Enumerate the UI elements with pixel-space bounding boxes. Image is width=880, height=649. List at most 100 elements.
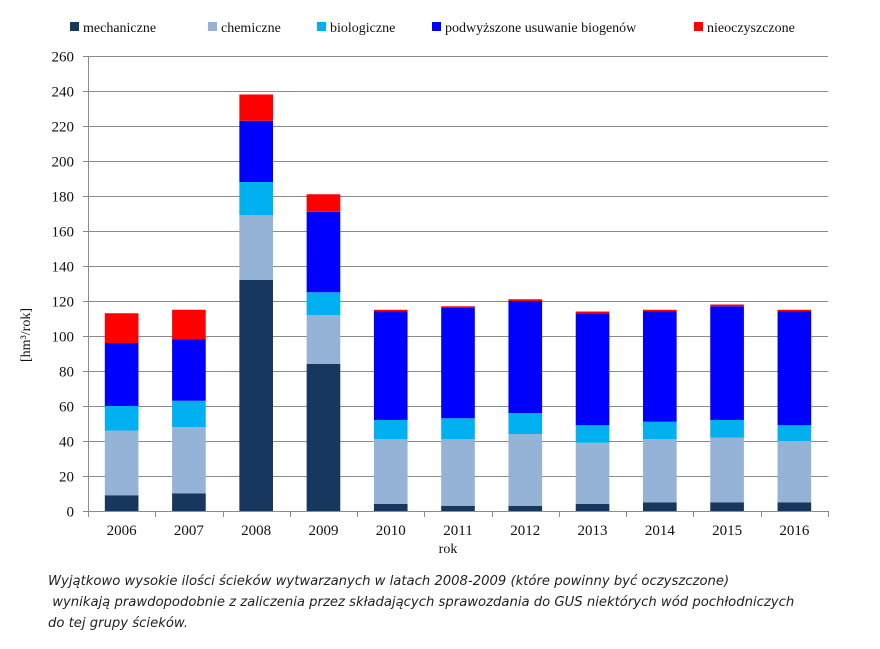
y-tick-label: 200 — [52, 155, 75, 171]
bar-segment-biologiczne-2008 — [239, 182, 273, 216]
bar-segment-mechaniczne-2008 — [239, 280, 273, 511]
legend-swatch — [432, 22, 441, 31]
bar-segment-chemiczne-2012 — [508, 434, 543, 506]
bar-segment-podwyższone-usuwanie-biogenów-2006 — [104, 343, 139, 406]
stacked-bar-chart: 0 20 40 60 80 100 120 140 160 180 200 220 240 260 2006… — [19, 21, 829, 557]
legend-label: nieoczyszczone — [707, 21, 795, 36]
bar-segment-nieoczyszczone-2013 — [575, 311, 610, 314]
bar-segment-mechaniczne-2009 — [306, 364, 341, 511]
bar-segment-mechaniczne-2013 — [575, 504, 610, 511]
legend-swatch — [317, 22, 326, 31]
y-axis-label: [hm³/rok] — [19, 308, 34, 362]
bar-segment-chemiczne-2006 — [104, 430, 139, 496]
y-tick-label: 120 — [52, 295, 75, 311]
tick-labels: 0 20 40 60 80 100 120 140 160 180 200 220 240 260 2006… — [52, 50, 810, 540]
legend-swatch — [208, 22, 217, 31]
bar-segment-podwyższone-usuwanie-biogenów-2009 — [306, 211, 341, 293]
bar-segment-chemiczne-2014 — [643, 439, 677, 503]
bar-segment-biologiczne-2009 — [306, 292, 341, 315]
legend-label: mechaniczne — [83, 21, 156, 36]
x-tick-label: 2009 — [308, 523, 338, 539]
x-tick-label: 2008 — [241, 523, 271, 539]
axes — [83, 56, 829, 517]
bar-segment-nieoczyszczone-2007 — [172, 309, 206, 340]
bar-segment-nieoczyszczone-2012 — [508, 299, 543, 301]
bar-segment-nieoczyszczone-2008 — [239, 94, 273, 121]
bar-segment-biologiczne-2011 — [441, 418, 475, 440]
bar-segment-mechaniczne-2007 — [172, 493, 206, 511]
caption-line-2: wynikają prawdopodobnie z zaliczenia prz… — [48, 595, 795, 610]
y-tick-label: 60 — [59, 400, 74, 416]
y-tick-label: 20 — [59, 470, 74, 486]
bar-segment-biologiczne-2010 — [373, 420, 408, 440]
bar-segment-chemiczne-2008 — [239, 215, 273, 280]
bar-segment-mechaniczne-2015 — [710, 502, 744, 511]
bar-segment-podwyższone-usuwanie-biogenów-2014 — [643, 311, 677, 422]
bar-segment-mechaniczne-2012 — [508, 505, 543, 511]
bar-segment-nieoczyszczone-2011 — [441, 306, 475, 308]
bars — [104, 94, 812, 511]
bar-segment-mechaniczne-2011 — [441, 505, 475, 511]
bar-segment-chemiczne-2011 — [441, 439, 475, 506]
bar-segment-nieoczyszczone-2014 — [643, 309, 677, 312]
bar-segment-chemiczne-2015 — [710, 437, 744, 503]
y-tick-label: 240 — [52, 85, 75, 101]
y-tick-label: 100 — [52, 330, 75, 346]
legend-swatch — [70, 22, 79, 31]
x-tick-label: 2014 — [645, 523, 676, 539]
y-tick-label: 160 — [52, 225, 75, 241]
bar-segment-podwyższone-usuwanie-biogenów-2016 — [777, 311, 812, 426]
bar-segment-mechaniczne-2014 — [643, 502, 677, 511]
legend-label: podwyższone usuwanie biogenów — [445, 21, 637, 36]
x-tick-label: 2012 — [510, 523, 540, 539]
bar-segment-nieoczyszczone-2006 — [104, 313, 139, 343]
bar-segment-chemiczne-2016 — [777, 441, 812, 503]
bar-segment-chemiczne-2013 — [575, 442, 610, 504]
bar-segment-nieoczyszczone-2010 — [373, 309, 408, 312]
x-tick-label: 2015 — [712, 523, 742, 539]
y-tick-label: 0 — [67, 505, 75, 521]
y-tick-label: 140 — [52, 260, 75, 276]
bar-segment-mechaniczne-2010 — [373, 504, 408, 511]
bar-segment-biologiczne-2015 — [710, 420, 744, 438]
bar-segment-nieoczyszczone-2015 — [710, 304, 744, 307]
bar-segment-mechaniczne-2016 — [777, 502, 812, 511]
figure-caption: Wyjątkowo wysokie ilości ścieków wytwarz… — [48, 571, 868, 634]
caption-line-3: do tej grupy ścieków. — [48, 616, 189, 631]
y-tick-label: 260 — [52, 50, 75, 66]
bar-segment-nieoczyszczone-2016 — [777, 309, 812, 312]
bar-segment-chemiczne-2007 — [172, 427, 206, 494]
bar-segment-podwyższone-usuwanie-biogenów-2011 — [441, 308, 475, 419]
y-tick-label: 40 — [59, 435, 74, 451]
legend: mechaniczne chemiczne biologiczne podwyższo… — [70, 21, 795, 36]
bar-segment-chemiczne-2010 — [373, 439, 408, 504]
bar-segment-podwyższone-usuwanie-biogenów-2015 — [710, 306, 744, 420]
bar-segment-biologiczne-2014 — [643, 421, 677, 440]
x-axis-label: rok — [439, 542, 458, 557]
bar-segment-biologiczne-2016 — [777, 425, 812, 441]
caption-line-1: Wyjątkowo wysokie ilości ścieków wytwarz… — [48, 574, 730, 589]
legend-swatch — [694, 22, 703, 31]
bar-segment-podwyższone-usuwanie-biogenów-2010 — [373, 311, 408, 420]
bar-segment-nieoczyszczone-2009 — [306, 194, 341, 212]
bar-segment-podwyższone-usuwanie-biogenów-2012 — [508, 301, 543, 413]
bar-segment-podwyższone-usuwanie-biogenów-2007 — [172, 339, 206, 401]
x-tick-label: 2016 — [779, 523, 810, 539]
legend-label: biologiczne — [330, 21, 395, 36]
bar-segment-podwyższone-usuwanie-biogenów-2008 — [239, 120, 273, 182]
bar-segment-mechaniczne-2006 — [104, 495, 139, 511]
bar-segment-podwyższone-usuwanie-biogenów-2013 — [575, 313, 610, 426]
x-tick-label: 2013 — [578, 523, 608, 539]
bar-segment-biologiczne-2013 — [575, 425, 610, 443]
y-tick-label: 220 — [52, 120, 75, 136]
y-tick-label: 180 — [52, 190, 75, 206]
bar-segment-biologiczne-2007 — [172, 400, 206, 427]
bar-segment-biologiczne-2006 — [104, 406, 139, 431]
y-tick-label: 80 — [59, 365, 74, 381]
bar-segment-biologiczne-2012 — [508, 413, 543, 434]
x-tick-label: 2010 — [376, 523, 406, 539]
x-tick-label: 2006 — [107, 523, 138, 539]
x-tick-label: 2011 — [443, 523, 472, 539]
legend-label: chemiczne — [221, 21, 281, 36]
bar-segment-chemiczne-2009 — [306, 315, 341, 364]
